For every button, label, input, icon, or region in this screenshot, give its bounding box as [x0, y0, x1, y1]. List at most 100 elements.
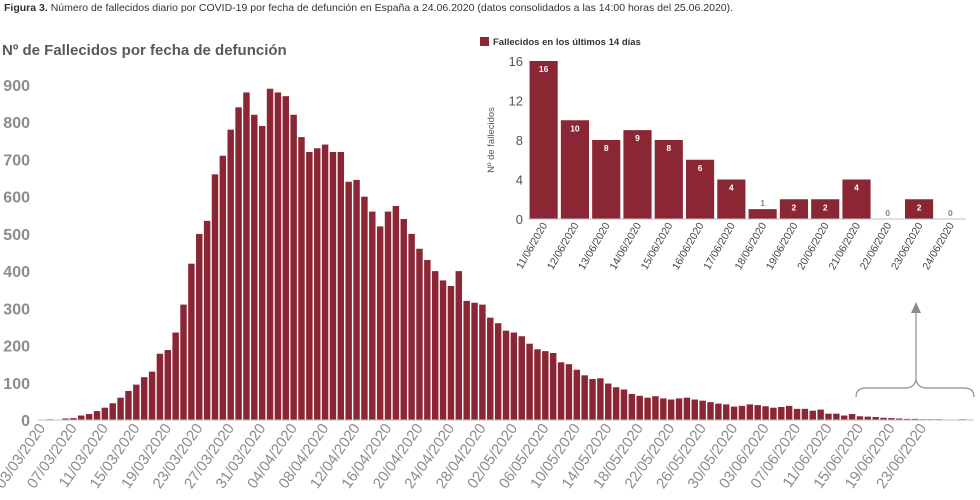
bar	[667, 399, 675, 420]
inset-bar	[654, 140, 683, 219]
bar	[298, 137, 305, 421]
bar	[840, 415, 848, 420]
bar	[911, 418, 919, 420]
y-tick-label: 700	[3, 152, 30, 169]
bar	[361, 196, 368, 420]
bar	[597, 378, 604, 420]
bar	[109, 403, 116, 420]
bar	[337, 152, 345, 420]
bar	[133, 384, 140, 420]
bar	[471, 302, 478, 420]
inset-bar	[779, 199, 809, 219]
bar	[605, 383, 612, 420]
bar	[274, 92, 282, 420]
bar	[266, 88, 274, 420]
inset-x-tick-label: 11/06/2020	[514, 220, 550, 271]
bar	[754, 405, 761, 420]
y-tick-label: 500	[3, 227, 30, 244]
bar	[463, 300, 470, 420]
bar	[188, 263, 195, 420]
bar	[282, 96, 289, 421]
bar	[636, 395, 643, 420]
bar	[581, 375, 588, 420]
figure-caption: Figura 3. Número de fallecidos diario po…	[4, 2, 733, 14]
bar	[864, 416, 872, 420]
y-tick-label: 400	[3, 264, 30, 281]
bar	[447, 286, 455, 420]
bar	[345, 181, 352, 420]
bar	[793, 408, 801, 420]
bar	[251, 114, 258, 420]
inset-bar	[842, 179, 871, 219]
y-tick-label: 800	[3, 115, 30, 132]
bar	[101, 407, 109, 420]
bar	[510, 332, 518, 420]
inset-y-tick-label: 8	[516, 133, 523, 148]
inset-data-label: 0	[948, 208, 953, 218]
bar	[117, 397, 124, 420]
bar	[518, 336, 525, 420]
inset-data-label: 16	[539, 64, 549, 74]
bar	[723, 404, 730, 420]
bar	[306, 152, 313, 420]
bar	[534, 349, 541, 420]
bar	[211, 174, 219, 420]
bar	[376, 226, 384, 420]
bar	[778, 406, 785, 420]
bar	[290, 114, 297, 420]
bar	[219, 155, 227, 420]
bar	[746, 404, 754, 420]
bar	[180, 304, 187, 420]
inset-y-tick-label: 16	[509, 54, 523, 69]
bar	[140, 377, 148, 420]
bar	[62, 418, 69, 420]
inset-y-axis-label: Nº de fallecidos	[486, 107, 497, 173]
bar	[856, 416, 864, 420]
bar	[125, 390, 132, 420]
main-chart-title: Nº de Fallecidos por fecha de defunción	[2, 42, 287, 59]
bar	[196, 233, 203, 420]
bar	[644, 397, 651, 420]
inset-bar	[623, 130, 652, 220]
bar	[424, 259, 431, 420]
bar	[573, 369, 581, 420]
bar	[738, 405, 746, 420]
bar	[683, 397, 691, 420]
legend-label: Fallecidos en los últimos 14 días	[493, 37, 641, 48]
bar	[628, 393, 636, 420]
bar	[321, 144, 329, 420]
inset-data-label: 8	[666, 143, 671, 153]
inset-bar	[529, 61, 558, 219]
inset-data-label: 4	[729, 183, 734, 193]
bar	[652, 396, 659, 420]
bar	[699, 400, 706, 420]
bar	[809, 410, 816, 420]
bar	[542, 351, 549, 420]
bar	[707, 402, 714, 420]
bar	[384, 211, 392, 420]
bar	[589, 379, 596, 420]
bar	[770, 407, 777, 420]
inset-bar	[811, 199, 840, 219]
bar	[243, 92, 250, 420]
inset-data-label: 8	[604, 143, 609, 153]
bar	[353, 179, 360, 420]
bar	[85, 414, 93, 420]
bar	[93, 411, 101, 420]
bar	[565, 364, 573, 420]
bar	[825, 413, 832, 420]
caption-label: Figura 3.	[4, 2, 48, 14]
inset-data-label: 2	[792, 202, 797, 212]
inset-bar	[592, 140, 621, 219]
bar	[660, 398, 667, 420]
bar	[227, 129, 234, 421]
bar	[408, 233, 415, 420]
inset-y-tick-label: 0	[516, 212, 523, 227]
bar	[675, 398, 683, 420]
y-tick-label: 100	[3, 376, 30, 393]
inset-data-label: 6	[698, 163, 703, 173]
bar	[400, 219, 407, 420]
callout	[855, 302, 975, 398]
legend-swatch	[480, 37, 489, 46]
